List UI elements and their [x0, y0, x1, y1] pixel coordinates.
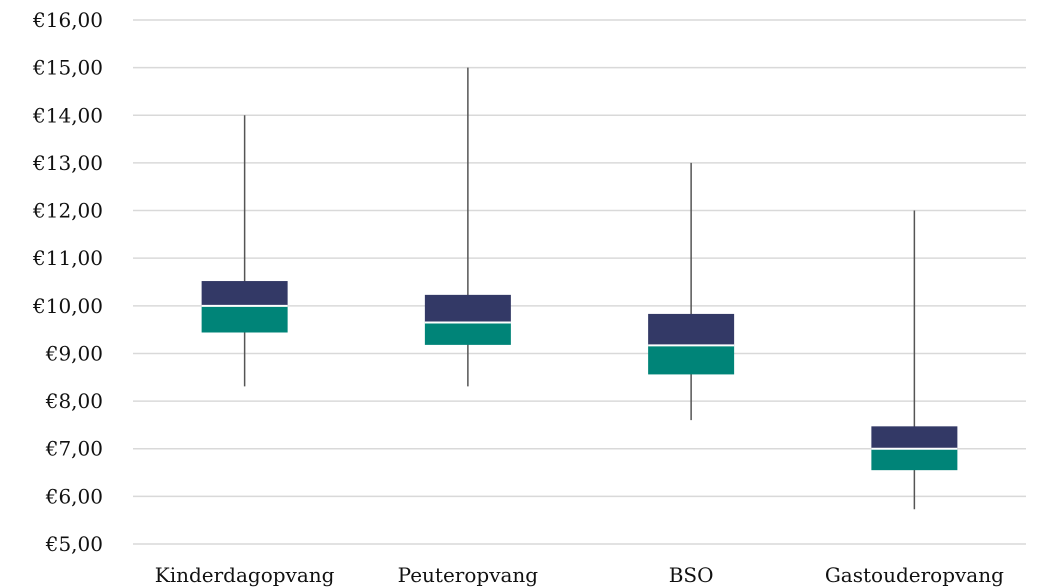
y-tick-label: €15,00 [32, 56, 103, 80]
y-tick-label: €7,00 [45, 437, 103, 461]
y-tick-label: €13,00 [32, 151, 103, 175]
box-group-kinderdagopvang [201, 115, 288, 387]
box-group-bso [648, 162, 735, 421]
y-tick-label: €14,00 [32, 103, 103, 127]
box-lower-quartile [424, 322, 511, 345]
y-tick-label: €5,00 [45, 532, 103, 556]
y-tick-label: €8,00 [45, 389, 103, 413]
x-category-label: Peuteropvang [398, 563, 539, 587]
box-layer [201, 67, 958, 510]
box-lower-quartile [201, 305, 288, 333]
box-upper-quartile [201, 281, 288, 306]
y-tick-label: €6,00 [45, 484, 103, 508]
y-axis-tick-labels: €5,00 €6,00 €7,00 €8,00 €9,00 €10,00 €11,00 €12… [32, 8, 103, 556]
x-category-label: Kinderdagopvang [155, 563, 335, 587]
x-category-label: BSO [669, 563, 714, 587]
x-axis-category-labels: Kinderdagopvang Peuteropvang BSO Gastoudero… [155, 563, 1004, 587]
y-tick-label: €11,00 [32, 246, 103, 270]
box-upper-quartile [424, 294, 511, 323]
y-tick-label: €9,00 [45, 341, 103, 365]
y-tick-label: €16,00 [32, 8, 103, 32]
box-group-gastouderopvang [871, 210, 958, 510]
x-category-label: Gastouderopvang [825, 563, 1004, 587]
y-tick-label: €12,00 [32, 199, 103, 223]
box-upper-quartile [871, 426, 958, 449]
box-upper-quartile [648, 313, 735, 346]
box-lower-quartile [871, 448, 958, 471]
y-tick-label: €10,00 [32, 294, 103, 318]
box-group-peuteropvang [424, 67, 511, 387]
box-lower-quartile [648, 345, 735, 375]
